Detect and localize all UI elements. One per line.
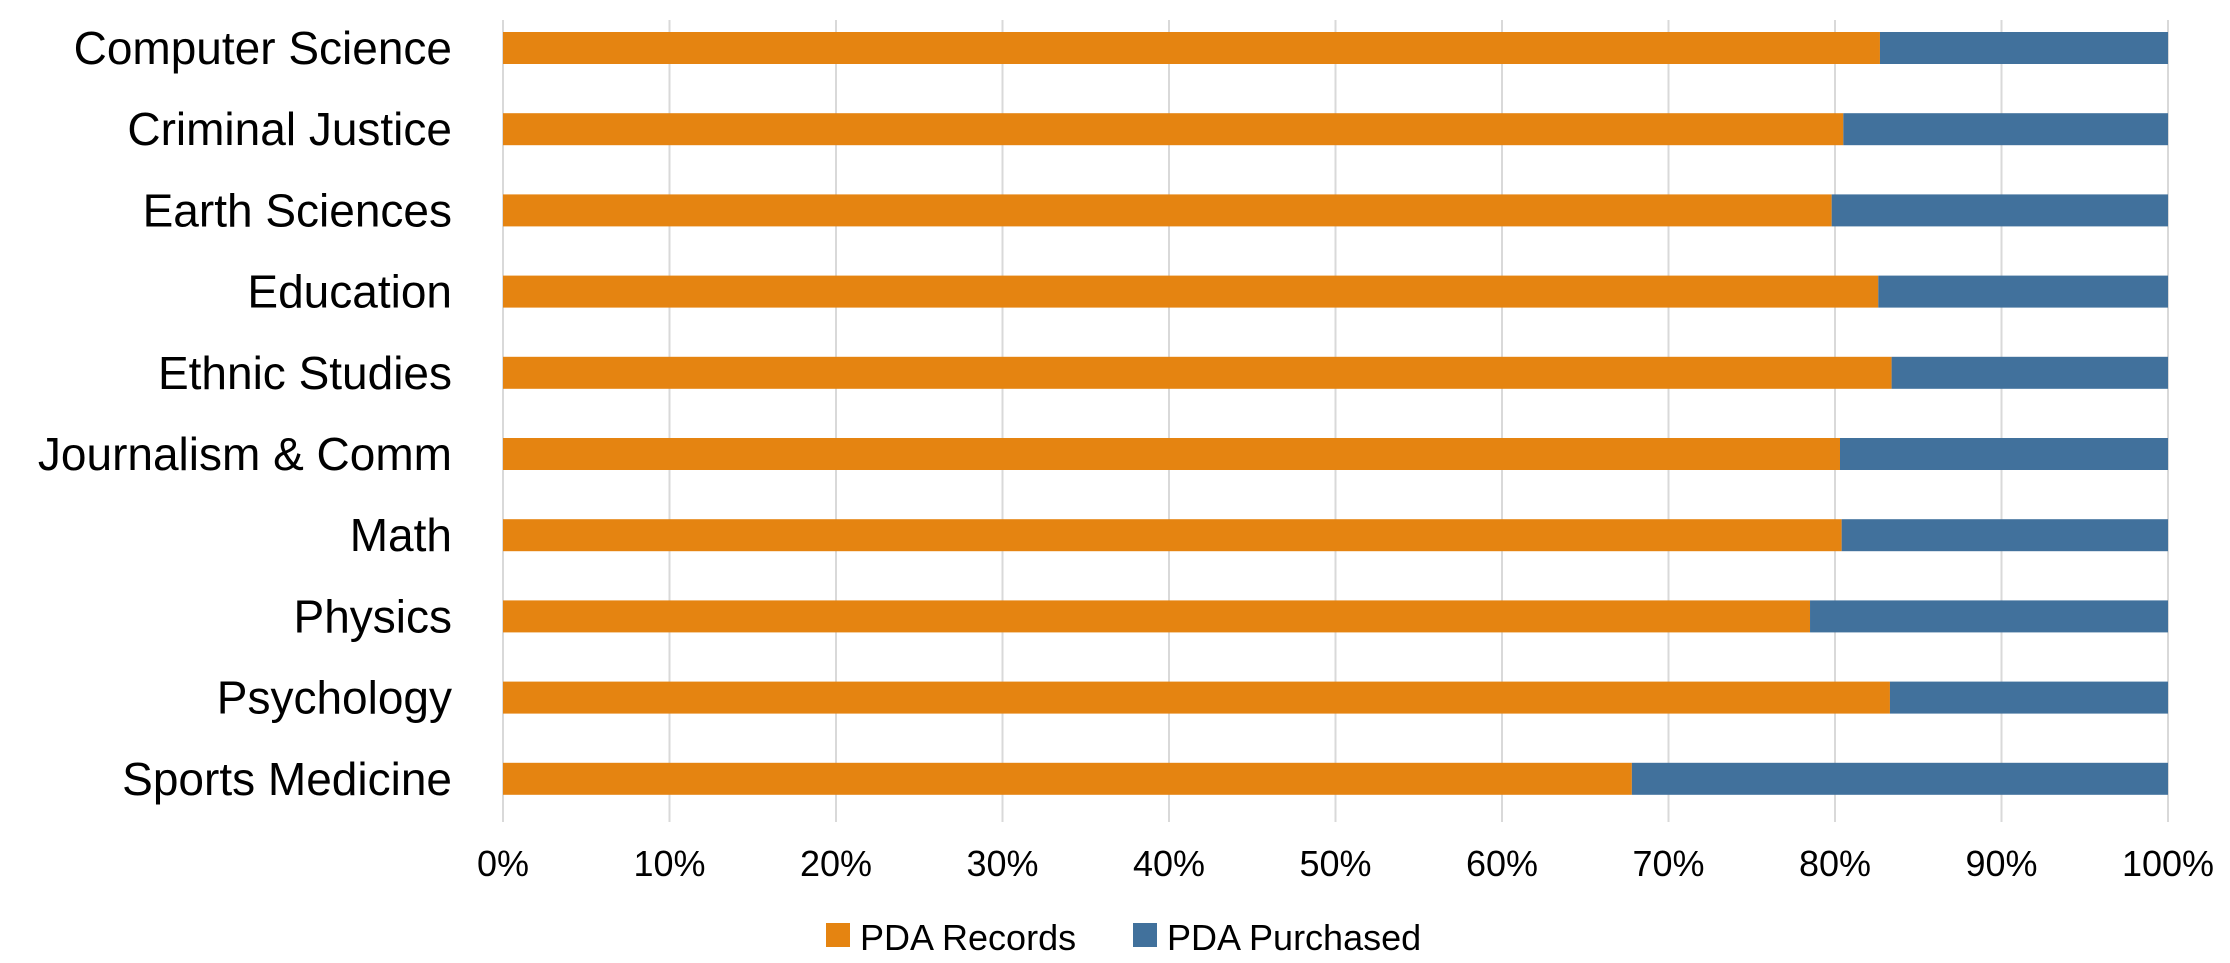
legend-label: PDA Records [860, 917, 1076, 958]
x-tick-label: 40% [1133, 843, 1205, 884]
bar-pda-purchased [1843, 113, 2168, 146]
x-tick-label: 60% [1466, 843, 1538, 884]
category-label: Physics [294, 590, 452, 642]
bar-pda-records [503, 113, 1844, 146]
x-tick-label: 80% [1799, 843, 1871, 884]
x-tick-label: 90% [1965, 843, 2037, 884]
category-label: Sports Medicine [122, 753, 452, 805]
x-tick-label: 50% [1299, 843, 1371, 884]
bar-pda-purchased [1879, 32, 2168, 64]
bar-pda-records [503, 681, 1890, 714]
x-tick-label: 30% [966, 843, 1038, 884]
bar-pda-purchased [1841, 519, 2168, 552]
category-label: Ethnic Studies [158, 347, 452, 399]
category-label: Criminal Justice [127, 103, 452, 155]
category-label: Math [350, 509, 452, 561]
category-label: Journalism & Comm [38, 428, 452, 480]
x-tick-label: 100% [2122, 843, 2214, 884]
x-tick-label: 10% [633, 843, 705, 884]
x-tick-label: 0% [477, 843, 529, 884]
bar-pda-records [503, 762, 1632, 795]
legend: PDA Records PDA Purchased [826, 917, 1421, 958]
bar-pda-records [503, 356, 1892, 389]
x-axis-tick-labels: 0% 10% 20% 30% 40% 50% 60% 70% 80% 90% 100% [477, 843, 2214, 884]
bar-pda-purchased [1891, 356, 2168, 389]
bar-pda-purchased [1878, 275, 2168, 308]
legend-swatch [826, 923, 850, 947]
bar-pda-records [503, 194, 1832, 227]
bar-pda-records [503, 519, 1842, 552]
x-tick-label: 20% [800, 843, 872, 884]
category-label: Earth Sciences [143, 184, 452, 236]
bar-pda-purchased [1810, 600, 2168, 633]
bar-pda-records [503, 438, 1840, 470]
x-tick-label: 70% [1632, 843, 1704, 884]
category-labels: Computer Science Criminal Justice Earth Sc… [38, 22, 452, 805]
bar-pda-records [503, 600, 1811, 633]
bar-pda-purchased [1831, 194, 2168, 227]
bar-pda-purchased [1839, 438, 2168, 470]
bar-pda-records [503, 275, 1879, 308]
bar-pda-purchased [1631, 762, 2168, 795]
legend-label: PDA Purchased [1167, 917, 1421, 958]
bar-pda-purchased [1889, 681, 2168, 714]
category-label: Psychology [217, 672, 452, 724]
bar-pda-records [503, 32, 1880, 64]
category-label: Computer Science [74, 22, 452, 74]
bar-area [503, 32, 2168, 795]
legend-swatch [1133, 923, 1157, 947]
category-label: Education [247, 266, 452, 318]
